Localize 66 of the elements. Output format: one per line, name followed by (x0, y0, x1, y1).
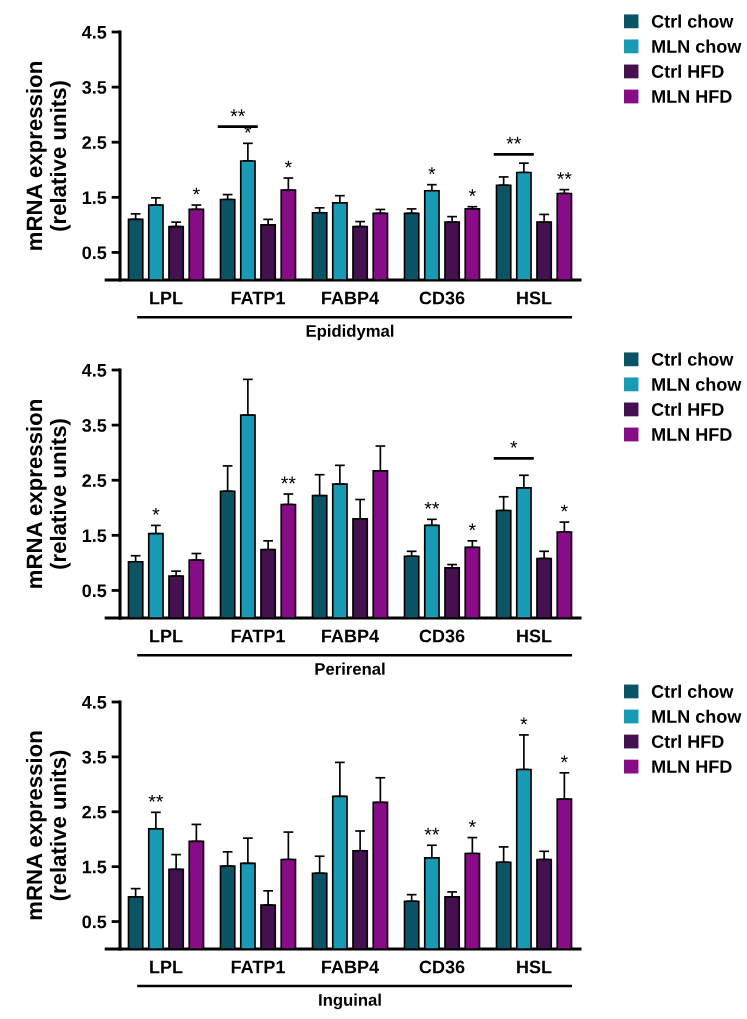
data-label: ** (424, 501, 440, 509)
y-tick-label: 0.5 (82, 246, 107, 260)
x-tick-label: HSL (517, 960, 552, 974)
x-axis-title: Perirenal (315, 662, 385, 675)
data-label: * (192, 187, 200, 195)
x-tick-label: FABP4 (322, 629, 379, 643)
annotation: ** (506, 136, 522, 144)
legend-label: MLN HFD (652, 428, 732, 441)
legend-label: MLN chow (652, 39, 742, 53)
data-label: ** (281, 476, 296, 484)
x-tick-label: LPL (150, 960, 183, 974)
x-tick-label: LPL (150, 291, 183, 305)
x-axis-title: Epididymal (306, 324, 394, 341)
data-label: * (428, 167, 436, 175)
x-tick-label: FABP4 (322, 291, 379, 305)
legend-label: MLN HFD (652, 760, 732, 773)
legend-label: Ctrl chow (651, 352, 734, 366)
y-tick-label: 2.5 (82, 474, 107, 487)
data-label: * (284, 160, 292, 168)
legend-label: MLN chow (652, 377, 742, 391)
x-tick-label: FABP4 (322, 960, 379, 974)
x-tick-label: FATP1 (231, 960, 285, 974)
data-label: ** (424, 827, 440, 835)
data-label: * (468, 523, 476, 531)
y-tick-label: 4.5 (81, 696, 107, 709)
y-tick-label: 3.5 (82, 419, 107, 432)
y-tick-label: 1.5 (82, 191, 107, 205)
data-label: * (520, 717, 528, 725)
y-axis-title: mRNA expression (relative units) (25, 400, 71, 588)
y-tick-label: 4.5 (81, 364, 107, 377)
y-tick-label: 1.5 (82, 860, 107, 874)
legend-label: MLN HFD (652, 90, 732, 103)
data-label: * (560, 504, 568, 512)
data-label: ** (148, 794, 164, 802)
data-label: ** (557, 172, 572, 180)
y-tick-label: 4.5 (81, 26, 107, 39)
y-tick-label: 1.5 (82, 529, 107, 543)
y-tick-label: 2.5 (82, 136, 107, 149)
annotation: ** (230, 109, 246, 117)
y-tick-label: 0.5 (82, 584, 107, 598)
x-tick-label: FATP1 (231, 291, 285, 305)
x-tick-label: CD36 (419, 629, 465, 643)
data-label: * (152, 508, 160, 515)
x-tick-label: CD36 (419, 960, 465, 974)
y-tick-label: 2.5 (82, 805, 107, 819)
data-label: * (560, 755, 568, 763)
data-label: * (468, 189, 476, 197)
y-axis-title: mRNA expression (relative units) (25, 62, 71, 250)
y-axis-title: mRNA expression (relative units) (25, 731, 71, 920)
x-tick-label: HSL (517, 291, 552, 305)
legend-label: MLN chow (652, 709, 742, 723)
x-tick-label: LPL (150, 629, 183, 643)
annotation: * (510, 440, 518, 448)
x-tick-label: CD36 (419, 291, 465, 305)
legend-label: Ctrl chow (651, 14, 734, 28)
legend-label: Ctrl HFD (651, 402, 724, 416)
x-axis-title: Inguinal (319, 993, 381, 1010)
x-tick-label: HSL (517, 629, 552, 643)
y-tick-label: 3.5 (82, 81, 107, 94)
y-tick-label: 3.5 (82, 750, 107, 764)
x-tick-label: FATP1 (231, 629, 285, 643)
legend-label: Ctrl HFD (651, 64, 724, 78)
data-label: * (468, 820, 476, 827)
legend-label: Ctrl chow (651, 684, 734, 698)
legend-label: Ctrl HFD (651, 734, 724, 748)
y-tick-label: 0.5 (82, 915, 107, 929)
